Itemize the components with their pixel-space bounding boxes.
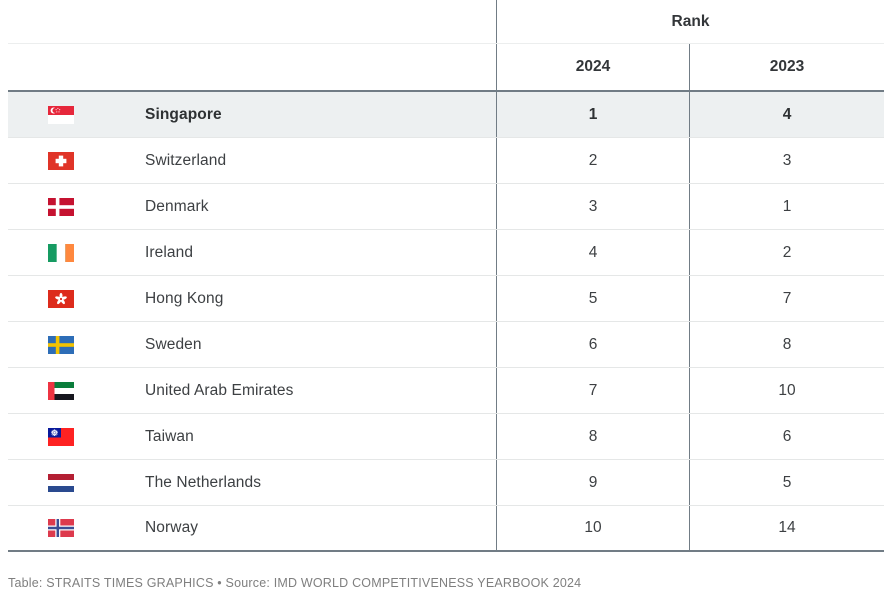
column-header-2024: 2024 bbox=[496, 44, 689, 90]
table-credit-source: Table: STRAITS TIMES GRAPHICS • Source: … bbox=[8, 576, 582, 590]
country-name: United Arab Emirates bbox=[145, 381, 294, 399]
country-name: Ireland bbox=[145, 243, 194, 261]
country-name: Norway bbox=[145, 519, 199, 536]
country-cell: Hong Kong bbox=[8, 276, 496, 321]
rank-2024-value: 7 bbox=[496, 368, 689, 413]
country-name: Sweden bbox=[145, 335, 202, 353]
rank-2023-value: 2 bbox=[689, 230, 884, 275]
country-column-spacer bbox=[8, 0, 496, 43]
singapore-flag-icon bbox=[48, 105, 74, 124]
country-name: Taiwan bbox=[145, 427, 194, 445]
country-cell: Switzerland bbox=[8, 138, 496, 183]
rank-2024-value: 2 bbox=[496, 138, 689, 183]
rank-2023-value: 5 bbox=[689, 460, 884, 505]
country-name: Switzerland bbox=[145, 151, 227, 169]
country-cell: United Arab Emirates bbox=[8, 368, 496, 413]
rank-2023-value: 1 bbox=[689, 184, 884, 229]
ireland-flag-icon bbox=[48, 243, 74, 262]
country-cell: Singapore bbox=[8, 92, 496, 137]
country-cell: Ireland bbox=[8, 230, 496, 275]
rank-header: Rank bbox=[496, 0, 884, 43]
country-cell: Denmark bbox=[8, 184, 496, 229]
rank-2024-value: 6 bbox=[496, 322, 689, 367]
denmark-flag-icon bbox=[48, 197, 74, 216]
column-header-2023: 2023 bbox=[689, 44, 884, 90]
table-header-rank-row: Rank bbox=[8, 0, 884, 44]
rank-2023-value: 6 bbox=[689, 414, 884, 459]
table-row: Taiwan 8 6 bbox=[8, 414, 884, 460]
rank-2023-value: 14 bbox=[689, 506, 884, 550]
rank-2024-value: 5 bbox=[496, 276, 689, 321]
table-row: Denmark 3 1 bbox=[8, 184, 884, 230]
rank-2023-value: 10 bbox=[689, 368, 884, 413]
country-column-spacer bbox=[8, 44, 496, 90]
rank-2024-value: 1 bbox=[496, 92, 689, 137]
netherlands-flag-icon bbox=[48, 473, 74, 492]
rank-2024-value: 3 bbox=[496, 184, 689, 229]
rank-2023-value: 3 bbox=[689, 138, 884, 183]
rank-2023-value: 8 bbox=[689, 322, 884, 367]
country-name: Denmark bbox=[145, 197, 209, 215]
uae-flag-icon bbox=[48, 381, 74, 400]
country-cell: The Netherlands bbox=[8, 460, 496, 505]
country-name: Singapore bbox=[145, 105, 222, 123]
country-cell: Norway bbox=[8, 506, 496, 550]
country-name: The Netherlands bbox=[145, 473, 262, 491]
table-row: Norway 10 14 bbox=[8, 506, 884, 552]
table-body: Singapore 1 4 Switzerland 2 3 Denmark 3 … bbox=[8, 92, 884, 552]
table-row: The Netherlands 9 5 bbox=[8, 460, 884, 506]
table-row: Sweden 6 8 bbox=[8, 322, 884, 368]
rank-2023-value: 7 bbox=[689, 276, 884, 321]
taiwan-flag-icon bbox=[48, 427, 74, 446]
competitiveness-ranking-table: Rank 2024 2023 Singapore 1 4 Switzerland… bbox=[8, 0, 884, 552]
sweden-flag-icon bbox=[48, 335, 74, 354]
rank-2023-value: 4 bbox=[689, 92, 884, 137]
switzerland-flag-icon bbox=[48, 151, 74, 170]
rank-2024-value: 8 bbox=[496, 414, 689, 459]
table-row: Hong Kong 5 7 bbox=[8, 276, 884, 322]
norway-flag-icon bbox=[48, 519, 74, 537]
table-row: Singapore 1 4 bbox=[8, 92, 884, 138]
rank-2024-value: 9 bbox=[496, 460, 689, 505]
table-row: Switzerland 2 3 bbox=[8, 138, 884, 184]
table-header-years-row: 2024 2023 bbox=[8, 44, 884, 92]
rank-2024-value: 4 bbox=[496, 230, 689, 275]
table-row: Ireland 4 2 bbox=[8, 230, 884, 276]
rank-2024-value: 10 bbox=[496, 506, 689, 550]
country-name: Hong Kong bbox=[145, 289, 224, 307]
country-cell: Taiwan bbox=[8, 414, 496, 459]
hong-kong-flag-icon bbox=[48, 289, 74, 308]
country-cell: Sweden bbox=[8, 322, 496, 367]
table-row: United Arab Emirates 7 10 bbox=[8, 368, 884, 414]
